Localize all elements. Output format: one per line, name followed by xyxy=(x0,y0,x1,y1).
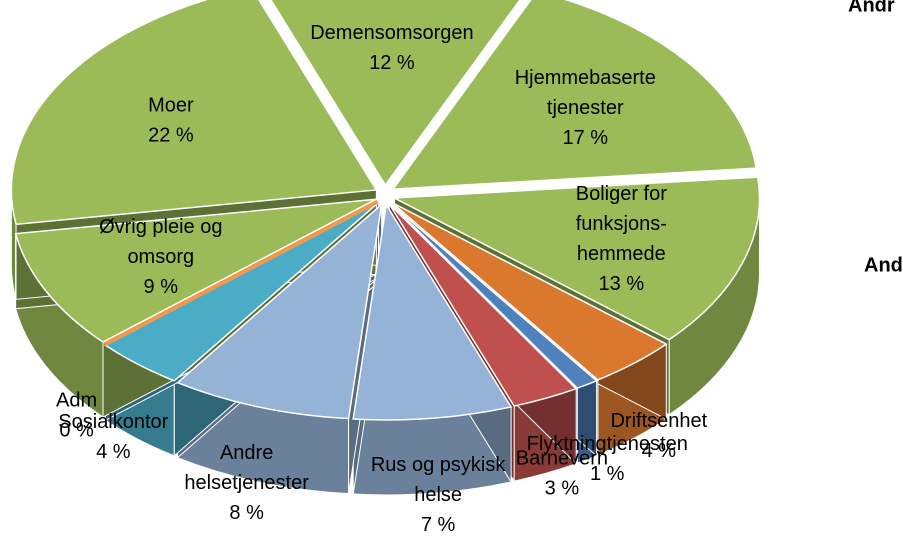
value-label: 8 % xyxy=(229,502,264,524)
slice-label: omsorg xyxy=(127,246,194,268)
slice xyxy=(10,0,378,226)
slice-label: Flyktningtjenesten xyxy=(527,433,688,455)
slice xyxy=(389,202,599,389)
slice-label: hemmede xyxy=(577,243,666,265)
value-label: 12 % xyxy=(369,52,415,74)
slice-label: helse xyxy=(414,484,462,506)
value-label: 4 % xyxy=(642,440,677,462)
slice xyxy=(270,0,521,187)
slice-label: Demensomsorgen xyxy=(310,22,473,44)
value-label: 4 % xyxy=(96,441,131,463)
slice-label: Driftsenhet xyxy=(610,410,707,432)
value-label: 1 % xyxy=(590,463,625,485)
slice-label: Sosialkontor xyxy=(58,411,168,433)
value-label: 17 % xyxy=(562,127,608,149)
value-label: 22 % xyxy=(148,124,194,146)
slice xyxy=(391,201,668,381)
slice-label: tjenester xyxy=(547,97,624,119)
slice-label: Hjemmebaserte xyxy=(515,67,656,89)
slice xyxy=(352,202,513,421)
value-label: 9 % xyxy=(144,276,179,298)
slice xyxy=(388,203,578,407)
slice xyxy=(391,176,761,341)
slice-label: Barnevern xyxy=(516,448,608,470)
value-label: 7 % xyxy=(421,514,456,536)
slice-label: Andre xyxy=(220,442,273,464)
slice-label: Moer xyxy=(148,94,194,116)
annotation: Andr xyxy=(848,0,895,16)
value-label: 13 % xyxy=(599,273,645,295)
slice-label: funksjons- xyxy=(576,213,667,235)
slice-label: Adm xyxy=(56,390,97,412)
slice xyxy=(103,199,379,347)
slice-label: Øvrig pleie og xyxy=(99,216,222,238)
slice-label: helsetjenester xyxy=(184,472,309,494)
value-label: 0 % xyxy=(59,420,94,442)
slice xyxy=(176,202,383,420)
slice-label: Rus og psykisk xyxy=(371,454,506,476)
slice xyxy=(14,198,377,343)
slice xyxy=(391,0,758,190)
slice-label: Boliger for xyxy=(576,183,667,205)
annotation: And xyxy=(864,254,903,276)
value-label: 3 % xyxy=(545,478,580,500)
